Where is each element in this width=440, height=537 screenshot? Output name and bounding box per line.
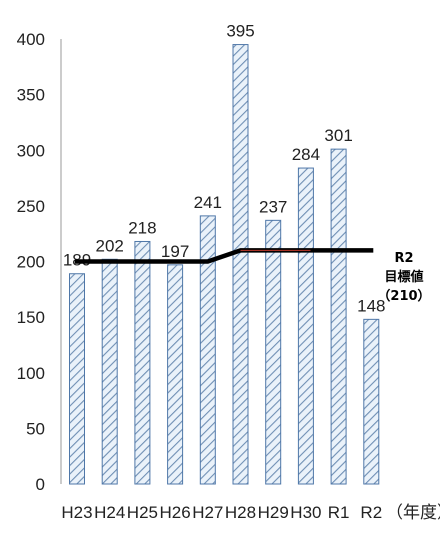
target-label-line-3: （210） — [377, 288, 430, 304]
bar — [232, 44, 249, 485]
bar — [167, 264, 184, 485]
bar — [199, 215, 216, 485]
target-line-group — [75, 248, 374, 264]
bar — [297, 167, 314, 485]
bar — [134, 240, 151, 485]
x-tick-label: H26 — [160, 503, 191, 522]
target-label-line-2: 目標値 — [384, 269, 423, 285]
data-label: 202 — [96, 236, 124, 255]
data-label: 197 — [161, 242, 189, 261]
data-label: 284 — [292, 145, 320, 164]
x-tick-label: H27 — [192, 503, 223, 522]
x-tick-label: H28 — [225, 503, 256, 522]
y-tick-label: 400 — [17, 30, 45, 49]
data-label: 301 — [324, 126, 352, 145]
x-unit-label: （年度） — [386, 503, 440, 522]
data-label: 241 — [194, 193, 222, 212]
y-tick-label: 0 — [36, 475, 45, 494]
x-axis-labels: H23 H24 H25 H26 H27 H28 H29 H30 R1 R2 — [61, 503, 382, 522]
x-tick-label: H25 — [127, 503, 158, 522]
x-tick-label: R2 — [360, 503, 382, 522]
bar — [265, 219, 282, 485]
target-label-line-1: R2 — [394, 251, 413, 266]
x-tick-label: R1 — [328, 503, 350, 522]
data-label: 395 — [226, 22, 254, 41]
y-tick-label: 50 — [26, 419, 45, 438]
x-tick-label: H30 — [290, 503, 321, 522]
x-tick-label: H29 — [258, 503, 289, 522]
data-label: 218 — [128, 218, 156, 237]
y-tick-label: 300 — [17, 141, 45, 160]
data-label: 148 — [357, 296, 385, 315]
x-tick-label: H24 — [94, 503, 125, 522]
y-axis-ticks: 0 50 100 150 200 250 300 350 400 — [17, 30, 45, 494]
bar — [101, 258, 118, 485]
data-label: 237 — [259, 197, 287, 216]
target-line-label: R2 目標値 （210） — [377, 251, 430, 304]
y-tick-label: 350 — [17, 86, 45, 105]
bar — [69, 273, 85, 485]
y-tick-label: 250 — [17, 197, 45, 216]
bar — [363, 318, 380, 485]
y-tick-label: 100 — [17, 364, 45, 383]
bars — [69, 44, 380, 485]
x-tick-label: H23 — [61, 503, 92, 522]
y-tick-label: 150 — [17, 308, 45, 327]
bar — [330, 148, 347, 485]
y-tick-label: 200 — [17, 253, 45, 272]
